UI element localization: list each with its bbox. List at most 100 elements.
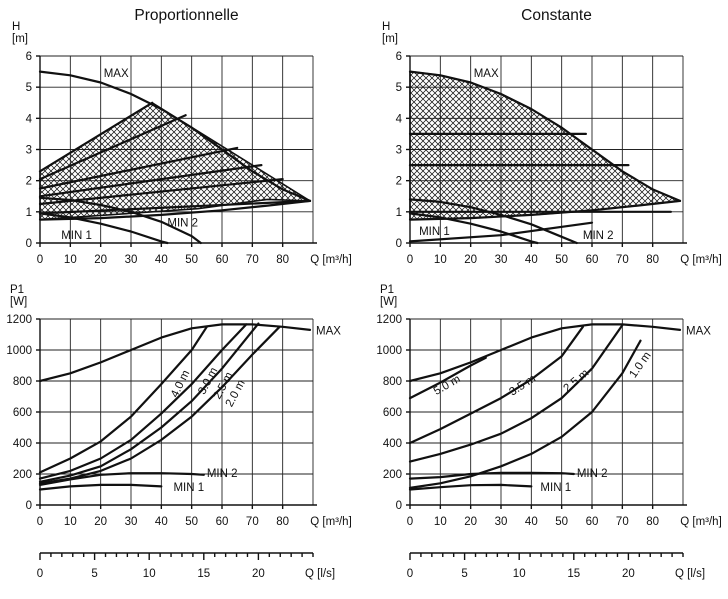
const_head-curve-label-max: MAX <box>474 68 499 80</box>
prop_head-curve-label-min-1: MIN 1 <box>61 230 92 242</box>
const_head-y-tick-label: 3 <box>396 145 402 157</box>
prop_power-y-axis-label: P1 <box>10 284 24 296</box>
const_flow_ls-tick-label: 0 <box>407 568 413 580</box>
const_head-curve-min-2 <box>408 198 578 245</box>
const_flow_ls-x-axis-label: Q [l/s] <box>675 568 705 580</box>
const_power-curve-label-5-0-m: 5.0 m <box>432 373 463 398</box>
const_power-x-tick-label: 60 <box>586 516 599 528</box>
prop_power-curve-min-2 <box>38 472 205 486</box>
prop_flow_ls-tick-label: 20 <box>252 568 265 580</box>
const_head-hatched-region <box>409 70 681 221</box>
const_power-y-axis-label: P1 <box>380 284 394 296</box>
const_flow_ls-tick-label: 10 <box>513 568 526 580</box>
const_flow_ls-tick-label: 15 <box>567 568 580 580</box>
const_head-x-tick-label: 20 <box>464 254 477 266</box>
prop_power-curve-4-0-m <box>38 325 208 474</box>
const_head-chart: Constante 0 10 20 30 40 50 60 70 80 0 1 2 3 4 5 6 Q [m³/h… <box>382 7 722 266</box>
prop_flow_ls-tick-label: 15 <box>197 568 210 580</box>
prop_flow_ls-tick-label: 0 <box>37 568 43 580</box>
const_power-curve-label-min-1: MIN 1 <box>540 482 571 494</box>
prop_power-curve-min-1 <box>38 483 163 491</box>
const_head-x-tick-label: 50 <box>555 254 568 266</box>
const_head-y-axis-label: H <box>382 21 390 33</box>
const_head-x-tick-label: 40 <box>525 254 538 266</box>
prop_power-x-tick-label: 20 <box>94 516 107 528</box>
prop_power-x-tick-label: 80 <box>276 516 289 528</box>
prop_power-curve-label-max: MAX <box>316 326 341 338</box>
prop_power-x-tick-label: 50 <box>185 516 198 528</box>
const_power-x-axis-label: Q [m³/h] <box>680 516 722 528</box>
prop_power-chart: 0 10 20 30 40 50 60 70 80020040060080010001200Q … <box>6 284 351 528</box>
prop_power-x-tick-label: 60 <box>216 516 229 528</box>
prop_flow_ls-tick-label: 5 <box>91 568 97 580</box>
const_power-y-tick-label: 0 <box>396 500 402 512</box>
const_power-curve-3-5-m <box>408 325 584 445</box>
prop_flow_ls-tick-label: 10 <box>143 568 156 580</box>
prop_head-x-tick-label: 40 <box>155 254 168 266</box>
const_head-y-tick-label: 0 <box>396 238 402 250</box>
prop_head-curve-line-2 <box>38 114 187 181</box>
const_power-x-tick-label: 10 <box>434 516 447 528</box>
prop_head-y-tick-label: 5 <box>26 82 32 94</box>
prop_head-curve-line-3 <box>38 146 239 190</box>
const_power-curve-label-max: MAX <box>686 326 711 338</box>
prop_flow_ls-chart: 0 5 10 15 20 Q [l/s] <box>37 552 335 580</box>
prop_head-y-axis-label: [m] <box>12 33 28 45</box>
const_head-curve-max <box>408 70 682 202</box>
const_head-x-tick-label: 0 <box>407 254 413 266</box>
prop_head-curve-line-4 <box>38 164 263 198</box>
const_power-y-axis-label: [W] <box>380 296 397 308</box>
const_head-x-tick-label: 80 <box>646 254 659 266</box>
const_power-y-tick-label: 1200 <box>376 314 402 326</box>
prop_head-title: Proportionnelle <box>134 7 238 24</box>
prop_head-x-tick-label: 60 <box>216 254 229 266</box>
const_head-curve-label-min-2: MIN 2 <box>583 230 614 242</box>
const_flow_ls-chart: 0 5 10 15 20 Q [l/s] <box>407 552 705 580</box>
const_power-y-tick-label: 400 <box>383 438 402 450</box>
const_head-x-axis-label: Q [m³/h] <box>680 254 722 266</box>
const_power-x-tick-label: 20 <box>464 516 477 528</box>
prop_power-y-tick-label: 1000 <box>6 345 32 357</box>
prop_head-x-tick-label: 0 <box>37 254 43 266</box>
prop_head-curve-min-1 <box>38 212 169 245</box>
const_power-curve-1-0-m <box>408 339 642 489</box>
prop_head-x-tick-label: 20 <box>94 254 107 266</box>
prop_power-x-tick-label: 0 <box>37 516 43 528</box>
prop_head-y-tick-label: 4 <box>26 113 33 125</box>
const_power-x-tick-label: 50 <box>555 516 568 528</box>
prop_head-y-tick-label: 1 <box>26 207 32 219</box>
prop_head-curve-line-6 <box>38 199 312 215</box>
const_power-x-tick-label: 30 <box>495 516 508 528</box>
prop_head-y-tick-label: 2 <box>26 176 32 188</box>
const_power-x-tick-label: 40 <box>525 516 538 528</box>
const_head-curve-line-7 <box>408 221 594 243</box>
prop_power-x-tick-label: 30 <box>125 516 138 528</box>
const_head-y-axis-label: [m] <box>382 33 398 45</box>
prop_power-curve-label-min-2: MIN 2 <box>207 468 238 480</box>
const_power-y-tick-label: 1000 <box>376 345 402 357</box>
prop_head-curve-label-min-2: MIN 2 <box>167 218 198 230</box>
prop_head-y-tick-label: 3 <box>26 145 32 157</box>
prop_head-curve-line-5 <box>38 178 284 206</box>
const_head-y-tick-label: 2 <box>396 176 402 188</box>
const_head-x-tick-label: 60 <box>586 254 599 266</box>
prop_power-x-tick-label: 40 <box>155 516 168 528</box>
prop_power-curve-2-0-m <box>38 325 281 485</box>
prop_power-y-tick-label: 0 <box>26 500 32 512</box>
const_power-curve-min-2 <box>408 471 575 480</box>
prop_flow_ls-x-axis-label: Q [l/s] <box>305 568 335 580</box>
prop_head-y-tick-label: 6 <box>26 51 32 63</box>
const_head-x-tick-label: 70 <box>616 254 629 266</box>
const_power-curve-max <box>408 323 682 383</box>
const_head-curve-label-min-1: MIN 1 <box>419 226 450 238</box>
prop_head-x-tick-label: 30 <box>125 254 138 266</box>
const_power-curve-label-min-2: MIN 2 <box>577 468 608 480</box>
const_head-curve-min-1 <box>408 212 539 245</box>
prop_power-y-axis-label: [W] <box>10 296 27 308</box>
prop_power-y-tick-label: 400 <box>13 438 32 450</box>
const_head-y-tick-label: 4 <box>396 113 403 125</box>
prop_power-y-tick-label: 600 <box>13 407 32 419</box>
const_power-y-tick-label: 800 <box>383 376 402 388</box>
